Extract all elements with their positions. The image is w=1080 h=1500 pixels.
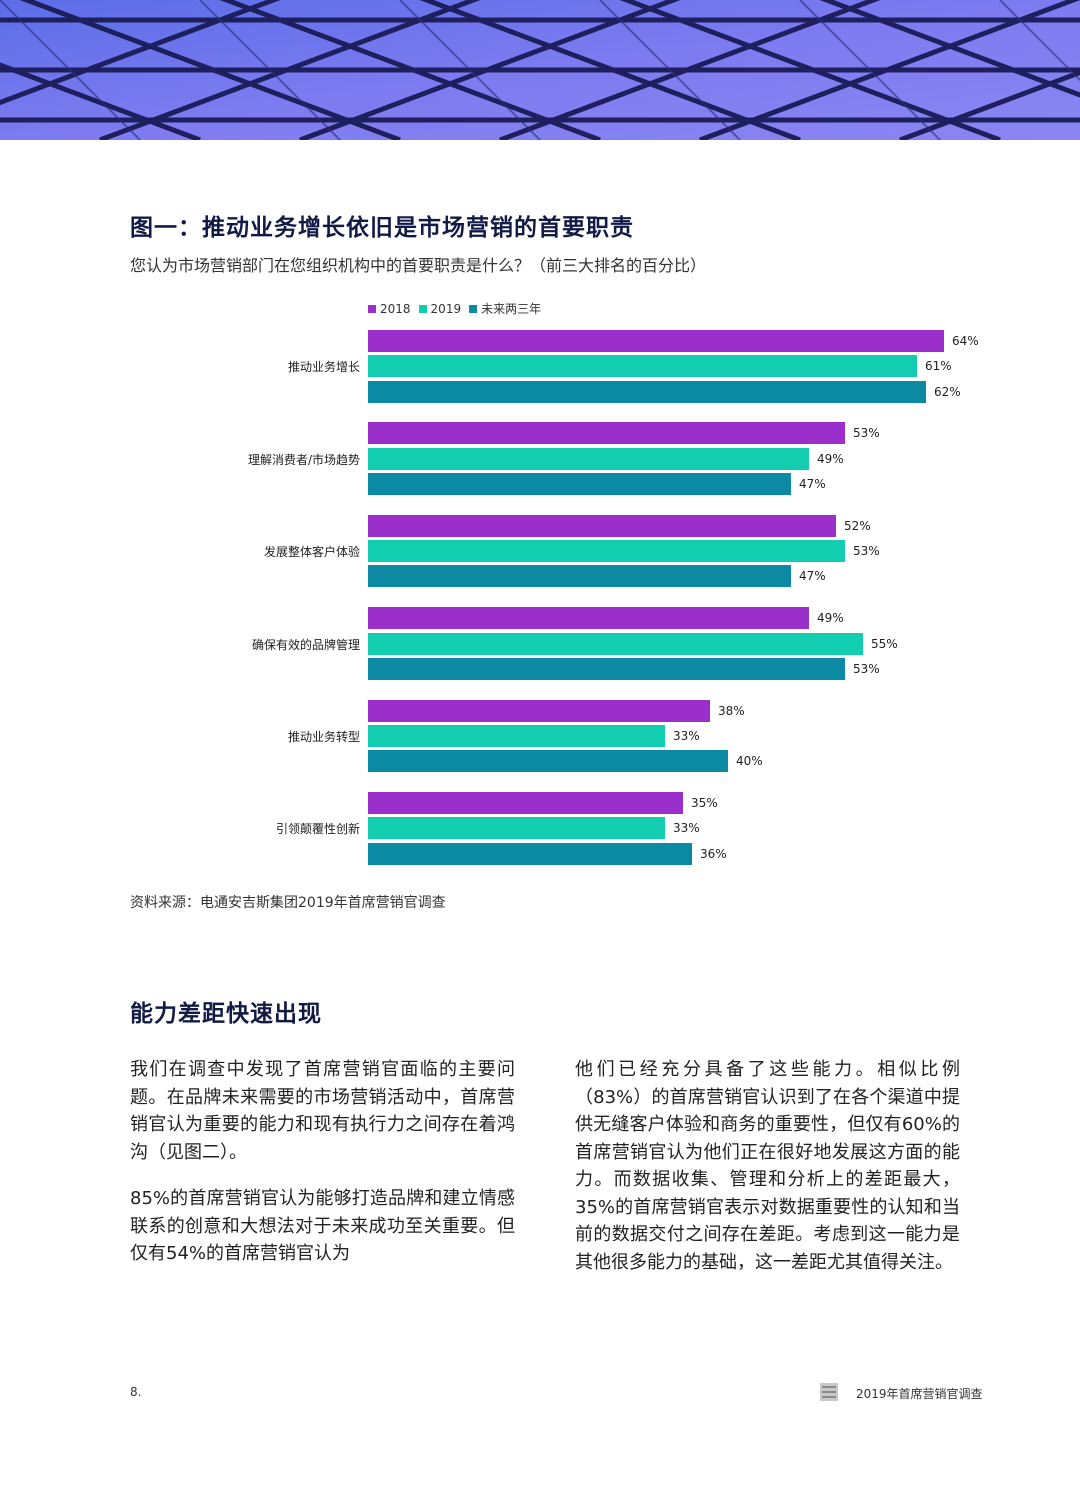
bar-未来两三年-5: [368, 842, 692, 865]
category-label: 推动业务增长: [287, 360, 360, 375]
bar-value-label: 38%: [718, 703, 745, 718]
bar-value-label: 53%: [853, 661, 880, 676]
section-title: 能力差距快速出现: [130, 1001, 322, 1027]
bar-2019-0: [368, 355, 917, 378]
bar-value-label: 53%: [853, 426, 880, 441]
category-label: 引领颠覆性创新: [275, 822, 360, 837]
bar-value-label: 36%: [700, 846, 727, 861]
legend-item-future: 未来两三年: [469, 300, 541, 317]
bar-value-label: 33%: [673, 821, 700, 836]
body-paragraph-right-1: 他们已经充分具备了这些能力。相似比例（83%）的首席营销官认识到了在各个渠道中提…: [575, 1059, 960, 1273]
bar-2019-1: [368, 447, 809, 470]
body-paragraph-left-1: 我们在调查中发现了首席营销官面临的主要问题。在品牌未来需要的市场营销活动中，首席…: [130, 1059, 515, 1163]
bar-value-label: 49%: [817, 611, 844, 626]
bar-value-label: 49%: [817, 451, 844, 466]
category-label: 发展整体客户体验: [263, 545, 360, 560]
hero-banner-image: [0, 0, 1080, 140]
bar-未来两三年-2: [368, 565, 791, 588]
bar-value-label: 40%: [736, 754, 763, 769]
bar-未来两三年-0: [368, 380, 926, 403]
figure-subtitle: 您认为市场营销部门在您组织机构中的首要职责是什么？（前三大排名的百分比）: [130, 256, 707, 275]
bar-value-label: 35%: [691, 796, 718, 810]
bar-value-label: 33%: [673, 728, 700, 743]
category-label: 理解消费者/市场趋势: [247, 452, 360, 467]
bar-value-label: 47%: [799, 569, 826, 584]
bar-2019-5: [368, 817, 665, 840]
bar-2019-2: [368, 540, 845, 563]
chart-source: 资料来源：电通安吉斯集团2019年首席营销官调查: [130, 895, 446, 911]
legend-item-2018: 2018: [368, 302, 411, 316]
company-logo: [820, 1383, 838, 1401]
bar-value-label: 55%: [871, 636, 898, 651]
bar-2018-5: [368, 792, 683, 814]
chart-legend: 2018 2019 未来两三年: [368, 300, 541, 317]
bar-value-label: 62%: [934, 384, 961, 399]
bar-2019-4: [368, 724, 665, 747]
bar-2019-3: [368, 632, 863, 655]
category-label: 推动业务转型: [287, 729, 360, 744]
legend-item-2019: 2019: [418, 301, 462, 316]
legend-label-future: 未来两三年: [481, 302, 542, 316]
body-paragraph-left-2: 85%的首席营销官认为能够打造品牌和建立情感联系的创意和大想法对于未来成功至关重…: [130, 1188, 515, 1264]
bar-value-label: 47%: [799, 477, 826, 491]
legend-swatch-2019: [418, 304, 427, 313]
page-number: 8.: [130, 1385, 142, 1399]
figure-title: 图一：推动业务增长依旧是市场营销的首要职责: [130, 215, 634, 241]
bar-value-label: 53%: [853, 544, 880, 559]
bar-未来两三年-4: [368, 750, 728, 773]
footer-report-title: 2019年首席营销官调查: [856, 1387, 983, 1401]
category-label: 确保有效的品牌管理: [251, 637, 360, 652]
legend-label-2018: 2018: [380, 301, 411, 316]
bar-2018-0: [368, 330, 944, 352]
legend-swatch-future: [469, 304, 478, 313]
bar-value-label: 52%: [844, 518, 871, 533]
bar-未来两三年-1: [368, 473, 791, 495]
bar-2018-2: [368, 514, 836, 537]
bar-2018-3: [368, 607, 809, 630]
bar-未来两三年-3: [368, 657, 845, 680]
bar-value-label: 61%: [925, 359, 952, 374]
bar-2018-1: [368, 422, 845, 445]
bar-2018-4: [368, 699, 710, 722]
legend-swatch-2018: [368, 304, 376, 313]
legend-label-2019: 2019: [430, 301, 462, 316]
bar-value-label: 64%: [952, 334, 979, 348]
